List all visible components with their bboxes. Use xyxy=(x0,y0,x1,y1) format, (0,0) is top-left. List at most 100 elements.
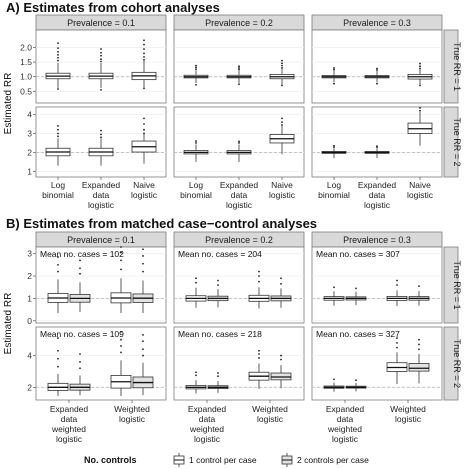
box-a-r0-c0-naive_logistic-outlier-2 xyxy=(143,55,145,58)
box-a-r0-c1-log_binomial-outlier-2 xyxy=(195,66,197,69)
panel-b-r0-c0: 0 1 2 3 Mean no. cases = 102 xyxy=(27,246,167,326)
box-a-r1-c0-naive_logistic xyxy=(131,117,157,164)
box-b-r0-c2-weighted_logistic-1ctrl-outlier-0 xyxy=(396,284,398,286)
box-a-r1-c2-log_binomial-outlier-0 xyxy=(333,146,335,149)
box-a-r1-c0-log_binomial-outlier-2 xyxy=(57,128,59,131)
box-b-r1-c2-weighted_logistic-2ctrl-outlier-2 xyxy=(418,338,420,341)
box-b-r1-c0-weighted_logistic-1ctrl-outlier-3 xyxy=(120,330,122,333)
box-a-r0-c1-expanded_logistic-outlier-0 xyxy=(238,83,240,86)
box-a-r0-c0-expanded_logistic-outlier-4 xyxy=(100,51,102,54)
box-a-r0-c0-expanded_logistic-outlier-5 xyxy=(100,48,102,50)
box-b-r1-c1-weighted_logistic-2ctrl-outlier-0 xyxy=(280,358,282,361)
box-b-r0-c0-expanded_weighted_logistic-2ctrl xyxy=(69,259,91,312)
box-a-r0-c2-log_binomial-outlier-2 xyxy=(333,67,335,69)
box-a-r0-c1-expanded_logistic xyxy=(226,65,252,86)
box-b-r1-c0-expanded_weighted_logistic-1ctrl-outlier-1 xyxy=(57,357,59,360)
panel-a-r1-c2-frame xyxy=(311,106,443,178)
box-b-r0-c2-weighted_logistic-1ctrl xyxy=(386,279,408,307)
box-b-r0-c1-expanded_weighted_logistic-2ctrl xyxy=(207,279,229,308)
a-category-label-0-1: Expanded data logistic xyxy=(82,180,121,210)
box-a-r0-c1-log_binomial-outlier-1 xyxy=(195,68,197,71)
panel-b-r0-c2-frame xyxy=(311,246,443,324)
box-b-r1-c1-expanded_weighted_logistic-2ctrl xyxy=(207,372,229,393)
box-b-r0-c0-expanded_weighted_logistic-1ctrl-outlier-1 xyxy=(57,263,59,266)
box-a-r1-c1-log_binomial xyxy=(183,140,209,162)
box-b-r0-c1-expanded_weighted_logistic-1ctrl-outlier-0 xyxy=(195,281,197,284)
box-b-r1-c0-expanded_weighted_logistic-2ctrl-outlier-2 xyxy=(79,353,81,355)
box-a-r1-c2-expanded_logistic-outlier-1 xyxy=(376,145,378,148)
box-a-r1-c1-naive_logistic-outlier-0 xyxy=(281,124,283,126)
b-category-label-2-0: Expanded data weighted logistic xyxy=(326,404,365,444)
box-b-r1-c0-expanded_weighted_logistic-2ctrl xyxy=(69,353,91,396)
box-a-r1-c2-log_binomial xyxy=(321,144,347,159)
box-b-r1-c1-weighted_logistic-1ctrl-outlier-1 xyxy=(258,353,260,355)
box-a-r1-c1-naive_logistic-outlier-2 xyxy=(281,117,283,120)
box-b-r1-c0-weighted_logistic-1ctrl-outlier-1 xyxy=(120,345,122,347)
legend-label-0: 1 control per case xyxy=(189,455,257,465)
box-a-r0-c1-naive_logistic-outlier-3 xyxy=(281,62,283,65)
box-b-r0-c0-weighted_logistic-2ctrl-outlier-1 xyxy=(142,262,144,265)
box-b-r0-c1-expanded_weighted_logistic-1ctrl-outlier-1 xyxy=(195,277,197,280)
panel-b-r0-c2: Mean no. cases = 307 xyxy=(311,246,443,324)
b-category-label-2-1: Weighted logistic xyxy=(390,404,426,424)
legend-title: No. controls xyxy=(84,455,137,465)
strip-row-0 xyxy=(443,246,459,324)
box-a-r0-c1-naive_logistic-outlier-2 xyxy=(281,64,283,67)
box-b-r0-c0-weighted_logistic-1ctrl-outlier-0 xyxy=(120,268,122,271)
box-b-r1-c1-expanded_weighted_logistic-2ctrl-outlier-1 xyxy=(217,372,219,374)
box-b-r0-c0-expanded_weighted_logistic-2ctrl-outlier-0 xyxy=(79,272,81,275)
strip-row-label-0: True RR = 1 xyxy=(452,261,462,310)
strip-col-label-1: Prevalence = 0.2 xyxy=(205,18,273,28)
box-a-r0-c0-naive_logistic-outlier-5 xyxy=(143,43,145,46)
panel-b-r1-c0: 2 4 Mean no. cases = 109 xyxy=(27,326,167,401)
box-b-r1-c2-weighted_logistic-2ctrl-outlier-1 xyxy=(418,343,420,346)
b-category-label-1-1: Weighted logistic xyxy=(252,404,288,424)
box-b-r1-c2-weighted_logistic-1ctrl xyxy=(386,337,408,385)
box-b-r1-c1-weighted_logistic-2ctrl xyxy=(270,354,292,389)
panel-a-r1-c0-ytick-label-1: 2 xyxy=(27,147,32,157)
box-b-r0-c1-weighted_logistic-1ctrl xyxy=(248,270,270,309)
box-a-r1-c0-naive_logistic-outlier-1 xyxy=(143,128,145,131)
box-b-r0-c1-expanded_weighted_logistic-2ctrl-outlier-1 xyxy=(217,279,219,282)
strip-col-label-2: Prevalence = 0.3 xyxy=(343,235,411,245)
box-a-r0-c0-log_binomial-outlier-5 xyxy=(57,47,59,50)
box-a-r0-c2-log_binomial-outlier-1 xyxy=(333,68,335,71)
box-b-r0-c2-expanded_weighted_logistic-2ctrl xyxy=(345,287,367,306)
panel-a-r0-c2 xyxy=(311,29,443,104)
box-b-r1-c0-weighted_logistic-1ctrl-outlier-2 xyxy=(120,338,122,341)
annotation-b-r0-c2: Mean no. cases = 307 xyxy=(316,249,400,259)
box-a-r0-c0-naive_logistic-outlier-3 xyxy=(143,52,145,55)
box-b-r0-c0-weighted_logistic-1ctrl-outlier-2 xyxy=(120,251,122,254)
a-category-label-2-0: Log binomial xyxy=(318,180,350,200)
panel-a-r0-c1 xyxy=(173,29,305,104)
box-a-r0-c1-naive_logistic-outlier-4 xyxy=(281,59,283,62)
box-a-r0-c0-expanded_logistic-outlier-3 xyxy=(100,54,102,57)
box-a-r1-c0-log_binomial-outlier-3 xyxy=(57,125,59,127)
box-b-r0-c0-expanded_weighted_logistic-2ctrl-outlier-1 xyxy=(79,267,81,270)
box-b-r0-c2-expanded_weighted_logistic-2ctrl-outlier-0 xyxy=(355,287,357,290)
box-b-r0-c1-weighted_logistic-2ctrl xyxy=(270,277,292,308)
box-b-r1-c2-expanded_weighted_logistic-1ctrl xyxy=(323,378,345,392)
box-a-r1-c0-expanded_logistic xyxy=(88,129,114,166)
a-category-label-1-1: Expanded data logistic xyxy=(220,180,259,210)
strip-row-1 xyxy=(443,106,459,178)
box-b-r1-c0-weighted_logistic-2ctrl-outlier-2 xyxy=(142,340,144,343)
section-b-title: B) Estimates from matched case−control a… xyxy=(6,216,317,231)
box-a-r0-c2-expanded_logistic-outlier-1 xyxy=(376,69,378,71)
box-b-r0-c2-weighted_logistic-2ctrl xyxy=(408,285,430,306)
box-b-r1-c2-weighted_logistic-1ctrl-outlier-0 xyxy=(396,346,398,349)
box-a-r1-c1-expanded_logistic xyxy=(226,140,252,162)
box-a-r1-c0-log_binomial-outlier-0 xyxy=(57,135,59,138)
box-b-r0-c2-weighted_logistic-2ctrl-outlier-0 xyxy=(418,285,420,288)
box-b-r0-c0-expanded_weighted_logistic-1ctrl xyxy=(47,256,69,313)
a-category-label-1-2: Naive logistic xyxy=(269,180,296,200)
box-a-r0-c1-log_binomial-outlier-0 xyxy=(195,83,197,86)
panel-b-r0-c0-ytick-label-2: 2 xyxy=(27,271,32,281)
box-b-r1-c0-expanded_weighted_logistic-2ctrl-outlier-1 xyxy=(79,361,81,363)
box-b-r0-c0-expanded_weighted_logistic-1ctrl-outlier-0 xyxy=(57,270,59,273)
box-a-r1-c0-log_binomial-outlier-1 xyxy=(57,132,59,135)
box-a-r0-c0-log_binomial-outlier-0 xyxy=(57,88,59,90)
panel-b-r1-c1: Mean no. cases = 218 xyxy=(173,326,305,401)
box-b-r0-c1-weighted_logistic-2ctrl-outlier-1 xyxy=(280,277,282,280)
box-a-r0-c0-naive_logistic xyxy=(131,39,157,90)
